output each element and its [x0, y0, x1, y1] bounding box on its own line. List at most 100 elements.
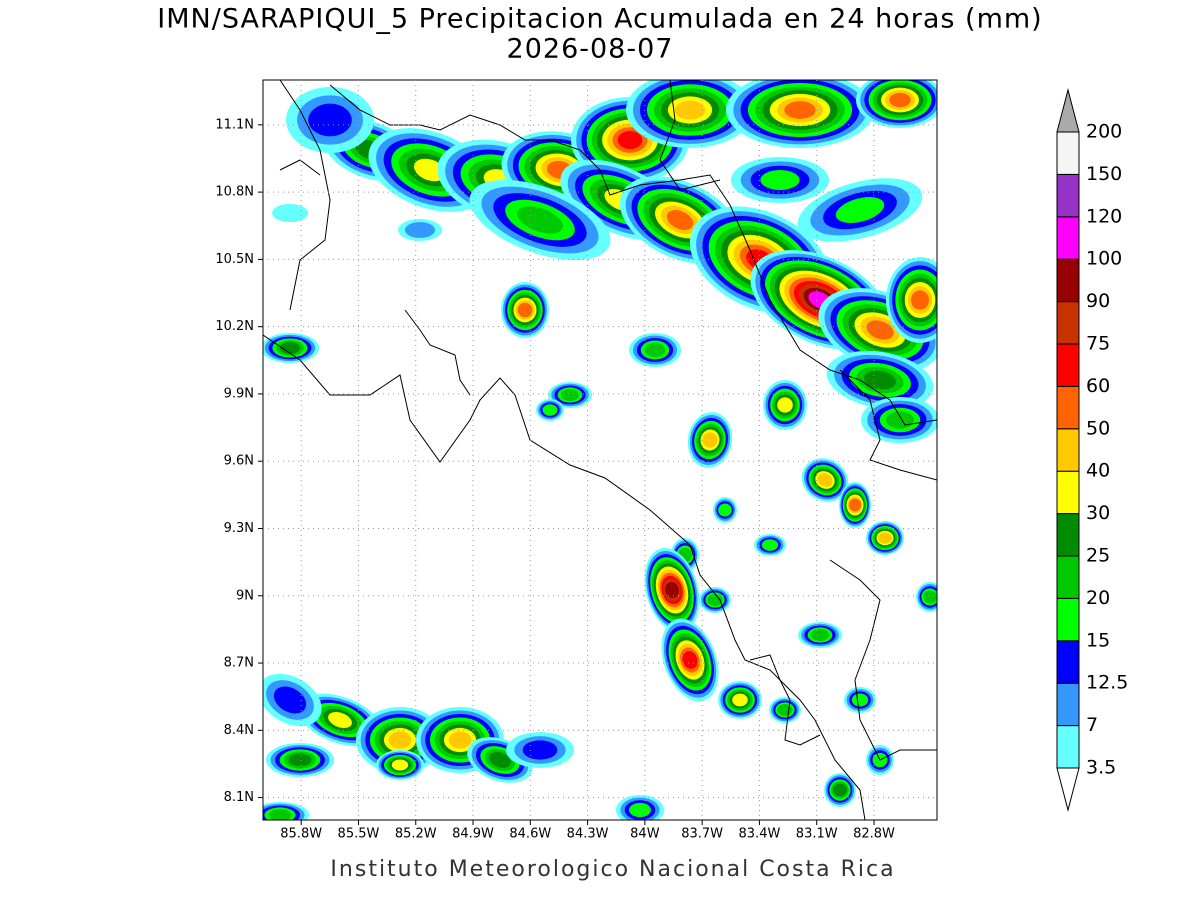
precip-contour — [777, 397, 793, 413]
x-tick-label: 84.3W — [567, 827, 609, 842]
colorbar-segment — [1056, 385, 1080, 430]
y-tick-label: 11.1N — [215, 117, 254, 132]
precip-contour — [666, 210, 694, 230]
precip-contour — [517, 302, 533, 318]
precip-contour — [644, 343, 666, 357]
precip-contour — [833, 783, 847, 797]
x-tick-label: 84W — [630, 827, 660, 842]
footer: Instituto Meteorologico Nacional Costa R… — [330, 857, 895, 882]
precip-contour — [784, 101, 816, 119]
colorbar-segment — [1056, 725, 1080, 769]
colorbar-label: 90 — [1086, 290, 1110, 312]
precip-contour — [388, 731, 412, 749]
y-tick-label: 9.3N — [224, 521, 254, 536]
precip-contour — [866, 320, 894, 340]
precip-contour — [849, 498, 861, 512]
precip-contour — [702, 432, 718, 448]
precip-contour — [448, 731, 472, 749]
colorbar-label: 200 — [1086, 121, 1122, 143]
colorbar-segment — [1056, 555, 1080, 599]
precip-contour — [810, 629, 830, 641]
precip-contour — [886, 411, 914, 429]
precip-contour — [328, 712, 352, 728]
colorbar-label: 20 — [1086, 587, 1110, 609]
y-tick-label: 9N — [236, 588, 254, 603]
precip-field — [263, 80, 937, 820]
plot-frame — [262, 79, 938, 821]
y-tick-label: 8.4N — [224, 723, 254, 738]
y-tick-label: 9.9N — [224, 386, 254, 401]
precip-contour — [665, 582, 679, 598]
colorbar-segment — [1056, 640, 1080, 684]
precip-contour — [923, 590, 937, 604]
precip-contour — [674, 100, 706, 120]
x-tick-label: 85.8W — [280, 827, 322, 842]
precip-contour — [878, 532, 892, 544]
colorbar-segment — [1056, 301, 1080, 345]
precip-contour — [851, 693, 869, 707]
x-tick-label: 83.4W — [739, 827, 781, 842]
precip-contour — [288, 753, 312, 767]
precip-contour — [489, 752, 511, 768]
colorbar-under — [1056, 767, 1080, 812]
x-tick-label: 83.1W — [796, 827, 838, 842]
x-tick-label: 85.5W — [338, 827, 380, 842]
colorbar-segment — [1056, 258, 1080, 303]
x-tick-label: 84.6W — [509, 827, 551, 842]
title: IMN/SARAPIQUI_5 Precipitacion Acumulada … — [157, 4, 1042, 35]
colorbar-segment — [1056, 343, 1080, 387]
x-tick-label: 83.7W — [681, 827, 723, 842]
precip-contour — [308, 103, 352, 137]
precip-contour — [279, 342, 301, 354]
precip-contour — [817, 473, 833, 487]
precip-contour — [682, 651, 698, 669]
precip-contour — [629, 802, 651, 818]
precip-contour — [911, 290, 929, 310]
colorbar-label: 25 — [1086, 545, 1110, 567]
precip-contour — [732, 693, 748, 707]
colorbar-label: 120 — [1086, 205, 1122, 227]
y-tick-label: 10.2N — [215, 319, 254, 334]
precip-contour — [560, 389, 580, 401]
colorbar-label: 40 — [1086, 460, 1110, 482]
y-tick-label: 10.8N — [215, 185, 254, 200]
colorbar-segment — [1056, 131, 1080, 175]
colorbar-label: 15 — [1086, 629, 1110, 651]
precip-contour — [761, 539, 779, 551]
colorbar-over — [1056, 88, 1080, 133]
precip-contour — [272, 204, 308, 222]
colorbar-label: 50 — [1086, 417, 1110, 439]
colorbar-label: 150 — [1086, 163, 1122, 185]
coastlines — [263, 80, 937, 820]
precip-contour — [777, 704, 793, 716]
precip-contour — [864, 370, 896, 390]
precip-contour — [718, 503, 732, 517]
precip-contour — [707, 594, 723, 606]
colorbar-segment — [1056, 428, 1080, 472]
colorbar-label: 30 — [1086, 502, 1110, 524]
subtitle: 2026-08-07 — [507, 34, 674, 65]
y-tick-label: 8.7N — [224, 656, 254, 671]
precip-contour — [542, 404, 558, 416]
precip-contour — [889, 92, 911, 108]
colorbar-segment — [1056, 682, 1080, 727]
colorbar-label: 3.5 — [1086, 757, 1116, 779]
precip-contour — [391, 759, 409, 771]
precip-contour — [517, 206, 563, 234]
x-tick-label: 85.2W — [395, 827, 437, 842]
precip-contour — [522, 740, 558, 760]
x-tick-label: 84.9W — [452, 827, 494, 842]
y-tick-label: 8.1N — [224, 790, 254, 805]
colorbar-segment — [1056, 597, 1080, 642]
colorbar-label: 75 — [1086, 333, 1110, 355]
precip-contour — [268, 809, 292, 820]
colorbar-label: 12.5 — [1086, 672, 1128, 694]
y-tick-label: 10.5N — [215, 252, 254, 267]
y-tick-label: 9.6N — [224, 454, 254, 469]
colorbar-segment — [1056, 470, 1080, 515]
colorbar-label: 7 — [1086, 714, 1098, 736]
precip-contour — [273, 686, 307, 714]
colorbar-segment — [1056, 173, 1080, 218]
colorbar-segment — [1056, 216, 1080, 260]
